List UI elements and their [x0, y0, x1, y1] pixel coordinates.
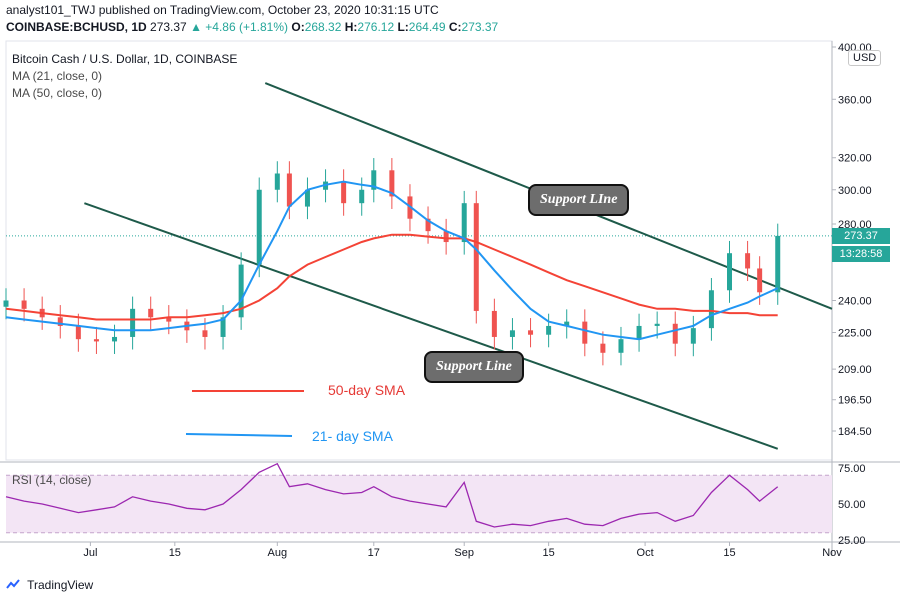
candle-body — [112, 336, 118, 342]
candle-body — [256, 189, 262, 265]
symbol: COINBASE:BCHUSD, 1D — [6, 20, 147, 34]
candle-body — [757, 268, 763, 293]
countdown-tag: 13:28:58 — [832, 246, 890, 262]
candle-body — [341, 181, 347, 204]
candle-body — [775, 235, 781, 293]
ma50-line — [5, 233, 778, 321]
candle-body — [274, 173, 280, 190]
candle-body — [546, 325, 552, 335]
price-pane — [5, 40, 833, 461]
candle-body — [57, 317, 63, 326]
candle-body — [618, 339, 624, 353]
price-tick-label: 184.50 — [838, 426, 872, 438]
candle-body — [21, 300, 27, 309]
candle-body — [690, 328, 696, 344]
legend-ma21[interactable]: MA (21, close, 0) — [12, 69, 103, 83]
candle-body — [473, 203, 479, 311]
published-line: analyst101_TWJ published on TradingView.… — [6, 3, 439, 17]
time-tick-label: 17 — [368, 547, 380, 559]
current-price-tag: 273.37 — [832, 228, 890, 244]
symbol-quote-line: COINBASE:BCHUSD, 1D 273.37 ▲ +4.86 (+1.8… — [6, 20, 498, 34]
time-tick-label: Jul — [83, 547, 97, 559]
time-tick-label: Nov — [822, 547, 842, 559]
low-label: L: — [397, 20, 409, 34]
support-line-callout-lower: Support Line — [424, 351, 524, 383]
candle-body — [359, 189, 365, 204]
candle-body — [745, 253, 751, 269]
close-label: C: — [448, 20, 462, 34]
candle-body — [654, 323, 660, 326]
legend-rsi[interactable]: RSI (14, close) — [12, 473, 92, 487]
rsi-tick-label: 75.00 — [838, 463, 866, 475]
price-tick-label: 196.50 — [838, 395, 872, 407]
candle-body — [708, 290, 714, 329]
legend-ma50[interactable]: MA (50, close, 0) — [12, 86, 103, 100]
price-tick-label: 300.00 — [838, 185, 872, 197]
price-tick-label: 360.00 — [838, 94, 872, 106]
candle-body — [528, 330, 534, 335]
rsi-band — [6, 475, 832, 533]
high-label: H: — [344, 20, 358, 34]
low-value: 264.49 — [408, 20, 446, 34]
candle-body — [3, 300, 9, 307]
time-tick-label: 15 — [723, 547, 735, 559]
candle-body — [425, 218, 431, 232]
candle-body — [564, 321, 570, 326]
last-price: 273.37 — [150, 20, 187, 34]
candle-body — [148, 308, 154, 318]
sma21-annotation: 21- day SMA — [312, 428, 393, 444]
rsi-line — [5, 462, 779, 528]
candle-body — [130, 308, 136, 337]
tradingview-logo-icon — [6, 579, 20, 589]
candle-body — [93, 339, 99, 342]
price-tick-label: 320.00 — [838, 153, 872, 165]
high-value: 276.12 — [357, 20, 395, 34]
candle-body — [389, 170, 395, 197]
support-line-callout-upper: Support LIne — [528, 184, 630, 216]
candle-body — [672, 323, 678, 344]
candle-body — [166, 317, 172, 322]
rsi-tick-label: 25.00 — [838, 535, 866, 547]
open-label: O: — [291, 20, 305, 34]
candle-body — [286, 173, 292, 207]
candle-body — [509, 330, 515, 337]
footer-brand-text: TradingView — [27, 578, 94, 592]
candle-body — [727, 253, 733, 291]
candle-body — [461, 203, 467, 243]
candle-body — [443, 231, 449, 243]
time-tick-label: Oct — [637, 547, 654, 559]
sma50-annotation: 50-day SMA — [328, 382, 406, 398]
currency-tag[interactable]: USD — [848, 50, 882, 66]
price-tick-label: 225.00 — [838, 328, 872, 340]
candle-body — [600, 343, 606, 353]
price-tick-label: 280.00 — [838, 219, 872, 231]
time-tick-label: Aug — [268, 547, 288, 559]
open-value: 268.32 — [304, 20, 342, 34]
candle-body — [220, 317, 226, 337]
close-value: 273.37 — [461, 20, 499, 34]
time-tick-label: 15 — [169, 547, 181, 559]
candle-body — [202, 330, 208, 337]
time-tick-label: 15 — [543, 547, 555, 559]
rsi-tick-label: 50.00 — [838, 499, 866, 511]
footer-brand[interactable]: TradingView — [6, 578, 93, 592]
candle-body — [238, 264, 244, 318]
price-tick-label: 209.00 — [838, 364, 872, 376]
candle-body — [491, 310, 497, 337]
legend-title: Bitcoin Cash / U.S. Dollar, 1D, COINBASE — [12, 52, 238, 66]
ma21-line — [5, 180, 779, 341]
candle-body — [304, 189, 310, 207]
lower-trendline — [84, 202, 779, 450]
sma21-swatch — [185, 433, 293, 437]
price-tick-label: 240.00 — [838, 295, 872, 307]
candle-body — [75, 325, 81, 340]
candle-body — [371, 170, 377, 190]
candle-body — [636, 325, 642, 340]
time-tick-label: Sep — [454, 547, 474, 559]
candle-body — [582, 321, 588, 344]
price-change: ▲ +4.86 (+1.81%) — [190, 20, 289, 34]
